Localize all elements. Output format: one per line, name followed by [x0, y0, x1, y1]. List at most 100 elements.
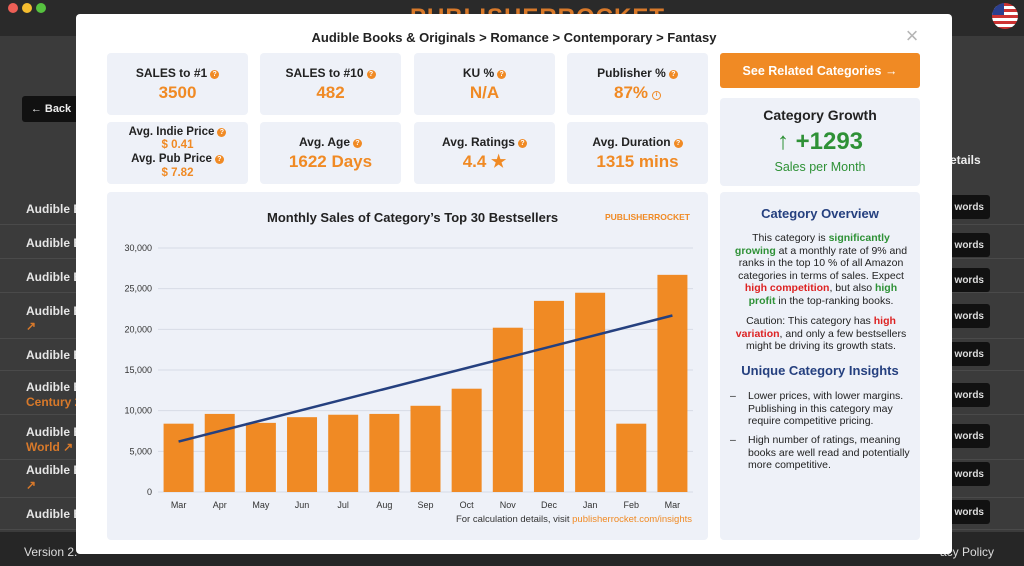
publisher-percent-label: Publisher %?: [567, 66, 708, 80]
bar: [616, 423, 647, 492]
sales-to-1-card: SALES to #1? 3500: [107, 53, 248, 115]
x-tick-label: Mar: [171, 500, 187, 510]
us-flag-icon[interactable]: [992, 3, 1018, 29]
bar: [245, 422, 276, 492]
bar: [492, 327, 523, 492]
x-tick-label: Feb: [624, 500, 640, 510]
row-sub-link[interactable]: ↗: [26, 319, 37, 333]
insights-title: Unique Category Insights: [741, 363, 899, 378]
keywords-button[interactable]: words: [948, 268, 990, 292]
keywords-button[interactable]: words: [948, 383, 990, 407]
minimize-window-dot[interactable]: [22, 3, 32, 13]
bar: [657, 274, 688, 492]
overview-title: Category Overview: [761, 206, 879, 221]
details-column-header: etails: [950, 153, 981, 167]
growth-title: Category Growth: [763, 107, 877, 123]
x-tick-label: Sep: [417, 500, 433, 510]
info-icon[interactable]: ?: [353, 139, 363, 148]
info-icon[interactable]: ?: [214, 155, 224, 164]
row-label: Audible B: [26, 270, 82, 284]
x-tick-label: Jan: [583, 500, 598, 510]
y-tick-label: 10,000: [124, 406, 152, 416]
row-label: Audible B: [26, 236, 82, 250]
info-icon[interactable]: ?: [497, 70, 507, 79]
row-sub-link[interactable]: Century 2: [26, 395, 82, 409]
bar: [451, 388, 482, 492]
avg-duration-value: 1315 mins: [596, 152, 679, 171]
avg-duration-label: Avg. Duration?: [567, 135, 708, 149]
info-icon[interactable]: i: [652, 91, 662, 100]
category-overview-panel: Category Overview This category is signi…: [720, 192, 920, 540]
avg-price-card: Avg. Indie Price? $ 0.41 Avg. Pub Price?…: [107, 122, 248, 184]
row-sub-link[interactable]: World ↗: [26, 440, 74, 454]
x-tick-label: Oct: [460, 500, 475, 510]
bar: [533, 300, 564, 492]
bar: [287, 417, 318, 492]
x-tick-label: Jun: [295, 500, 310, 510]
avg-ratings-value: 4.4 ★: [462, 152, 507, 171]
ku-percent-label: KU %?: [414, 66, 555, 80]
back-button[interactable]: ← Back: [22, 96, 80, 122]
keywords-button[interactable]: words: [948, 195, 990, 219]
avg-age-label: Avg. Age?: [260, 135, 401, 149]
sales-to-1-value: 3500: [158, 83, 197, 102]
close-window-dot[interactable]: [8, 3, 18, 13]
chart-logo: PUBLISHERROCKET: [605, 212, 691, 222]
overview-paragraph-1: This category is significantly growing a…: [734, 232, 908, 307]
growth-sub: Sales per Month: [774, 160, 866, 174]
keywords-button[interactable]: words: [948, 304, 990, 328]
bar: [410, 405, 441, 492]
keywords-button[interactable]: words: [948, 342, 990, 366]
keywords-button[interactable]: words: [948, 500, 990, 524]
row-sub-link[interactable]: ↗: [26, 478, 37, 492]
pub-price-value: $ 7.82: [161, 167, 194, 179]
row-label: Audible B: [26, 507, 82, 521]
x-tick-label: Apr: [213, 500, 227, 510]
chart-footer: For calculation details, visit publisher…: [456, 514, 692, 525]
close-icon[interactable]: ×: [905, 23, 919, 48]
bar: [163, 423, 194, 492]
sales-to-10-card: SALES to #10? 482: [260, 53, 401, 115]
keywords-button[interactable]: words: [948, 424, 990, 448]
sales-to-1-label: SALES to #1?: [107, 66, 248, 80]
bar: [204, 413, 235, 492]
indie-price-label: Avg. Indie Price?: [107, 126, 248, 138]
bar: [575, 292, 606, 492]
info-icon[interactable]: ?: [673, 139, 683, 148]
sales-to-10-label: SALES to #10?: [260, 66, 401, 80]
x-tick-label: Dec: [541, 500, 558, 510]
chart-title: Monthly Sales of Category’s Top 30 Bests…: [267, 210, 558, 225]
publisher-percent-value: 87% i: [567, 83, 708, 103]
info-icon[interactable]: ?: [217, 128, 227, 137]
keywords-button[interactable]: words: [948, 462, 990, 486]
publisher-percent-card: Publisher %? 87% i: [567, 53, 708, 115]
info-icon[interactable]: ?: [366, 70, 376, 79]
indie-price-value: $ 0.41: [161, 139, 194, 151]
bar: [369, 413, 400, 492]
y-tick-label: 5,000: [129, 446, 152, 456]
info-icon[interactable]: ?: [668, 70, 678, 79]
insights-link[interactable]: publisherrocket.com/insights: [572, 514, 692, 525]
info-icon[interactable]: ?: [517, 139, 527, 148]
zoom-window-dot[interactable]: [36, 3, 46, 13]
avg-duration-card: Avg. Duration? 1315 mins: [567, 122, 708, 184]
x-tick-label: Mar: [665, 500, 681, 510]
x-tick-label: Jul: [337, 500, 349, 510]
privacy-policy-link[interactable]: acy Policy: [940, 545, 995, 559]
row-label: Audible B: [26, 425, 82, 439]
row-label: Audible B: [26, 304, 82, 318]
x-tick-label: Aug: [376, 500, 392, 510]
keywords-button[interactable]: words: [948, 233, 990, 257]
category-growth-card: Category Growth ↑ +1293 Sales per Month: [720, 98, 920, 186]
sales-chart: Monthly Sales of Category’s Top 30 Bests…: [124, 210, 693, 525]
see-related-categories-button[interactable]: See Related Categories →: [720, 53, 920, 88]
category-insights-modal: Audible Books & Originals > Romance > Co…: [76, 14, 952, 554]
row-label: Audible B: [26, 202, 82, 216]
info-icon[interactable]: ?: [210, 70, 220, 79]
category-breadcrumb: Audible Books & Originals > Romance > Co…: [311, 30, 717, 45]
y-tick-label: 25,000: [124, 284, 152, 294]
ku-percent-card: KU %? N/A: [414, 53, 555, 115]
y-tick-label: 30,000: [124, 243, 152, 253]
row-label: Audible B: [26, 348, 82, 362]
version-label: Version 2.: [24, 545, 78, 559]
